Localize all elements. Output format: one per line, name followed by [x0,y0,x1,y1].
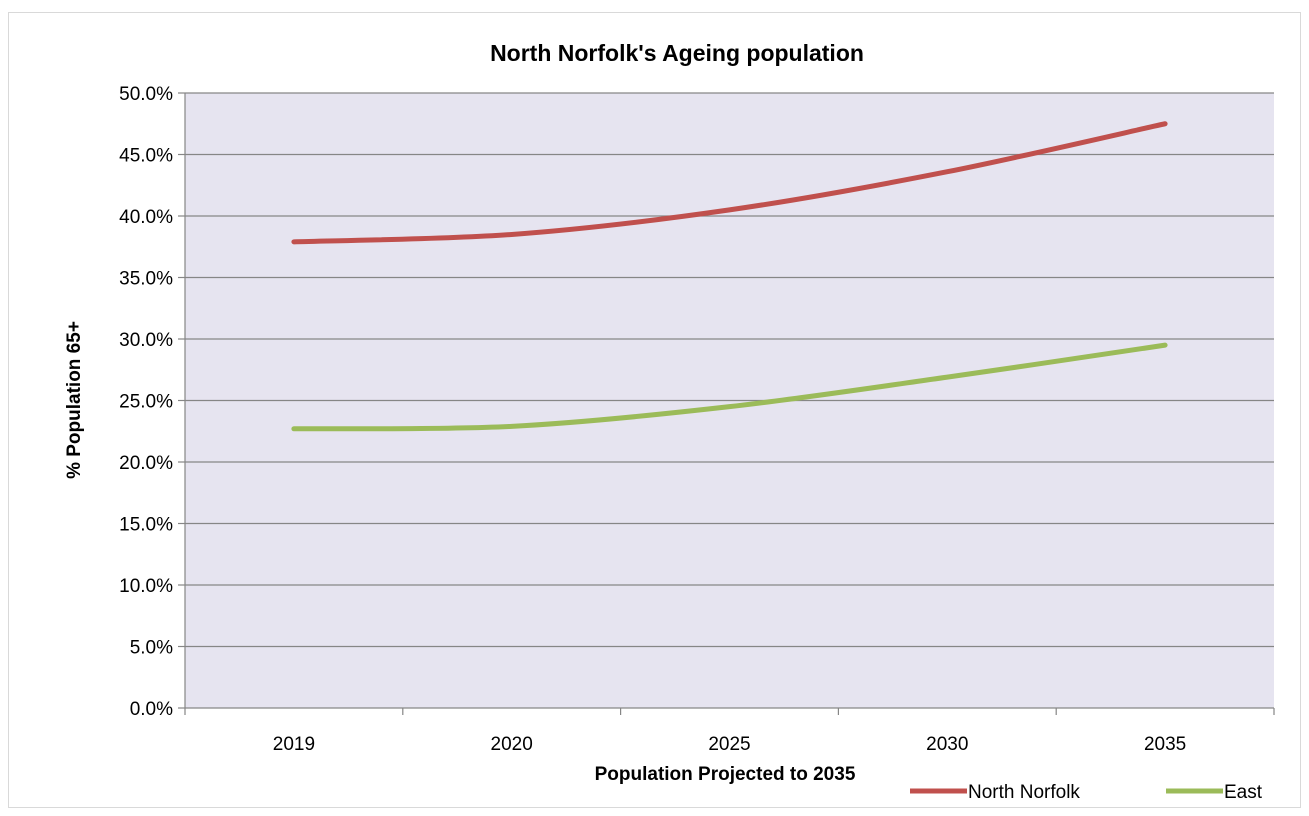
y-tick-label: 50.0% [119,84,173,105]
y-tick-label: 5.0% [130,638,173,659]
data-point [946,171,948,173]
data-point [293,241,295,243]
y-tick-label: 40.0% [119,207,173,228]
y-tick-label: 20.0% [119,453,173,474]
data-point [729,406,730,408]
series-lines [291,121,1168,432]
axes [178,92,1275,715]
data-point [1164,344,1166,346]
y-tick-label: 30.0% [119,330,173,351]
y-tick-label: 25.0% [119,392,173,413]
data-point [511,233,513,235]
y-tick-label: 15.0% [119,515,173,536]
x-tick-label: 2025 [708,734,750,755]
x-axis-tick-labels: 2019 2020 2025 2030 2035 [273,734,1186,755]
data-point [511,425,513,427]
legend-label: North Norfolk [968,782,1080,803]
legend-label: East [1224,782,1263,803]
data-point [946,376,948,378]
y-tick-label: 0.0% [130,699,173,720]
x-tick-label: 2019 [273,734,315,755]
legend: North Norfolk East [910,782,1263,803]
x-tick-label: 2035 [1144,734,1186,755]
y-axis-tick-labels: 0.0% 5.0% 10.0% 15.0% 20.0% 25.0% 30.0% 35.0% 40… [119,84,173,720]
y-tick-label: 45.0% [119,146,173,167]
y-tick-label: 35.0% [119,269,173,290]
x-tick-label: 2020 [491,734,533,755]
data-point [729,209,730,211]
gridlines [185,92,1274,648]
data-point [293,428,295,430]
data-point [1164,123,1166,125]
x-axis-title: Population Projected to 2035 [595,764,856,785]
y-tick-label: 10.0% [119,576,173,597]
chart-title: North Norfolk's Ageing population [490,40,864,66]
y-axis-title: % Population 65+ [64,321,85,479]
x-tick-label: 2030 [926,734,968,755]
